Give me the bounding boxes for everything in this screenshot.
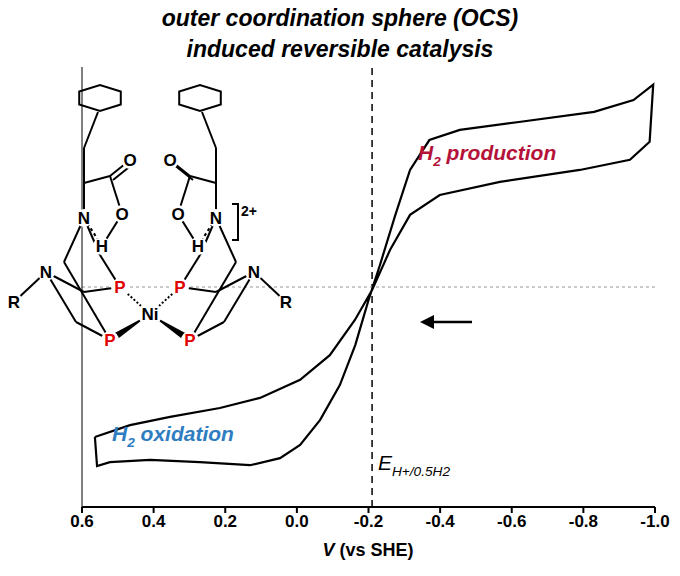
svg-text:0.6: 0.6 (70, 512, 94, 531)
svg-text:Ni: Ni (142, 305, 159, 324)
svg-text:P: P (184, 331, 195, 350)
svg-text:O: O (115, 205, 128, 224)
svg-text:O: O (163, 151, 176, 170)
svg-text:H2 oxidation: H2 oxidation (112, 422, 234, 450)
svg-text:-1.0: -1.0 (640, 512, 669, 531)
svg-text:-0.6: -0.6 (497, 512, 526, 531)
svg-text:R: R (280, 293, 292, 312)
svg-text:N: N (40, 263, 52, 282)
svg-text:N: N (78, 209, 90, 228)
svg-text:V (vs SHE): V (vs SHE) (322, 540, 413, 560)
svg-text:P: P (174, 278, 185, 297)
svg-text:P: P (104, 331, 115, 350)
svg-text:-0.2: -0.2 (354, 512, 383, 531)
svg-text:0.4: 0.4 (142, 512, 166, 531)
svg-text:H: H (192, 237, 204, 256)
svg-text:R: R (8, 293, 20, 312)
svg-text:-0.8: -0.8 (569, 512, 598, 531)
svg-text:2+: 2+ (241, 203, 257, 219)
svg-text:EH+/0.5H2: EH+/0.5H2 (378, 451, 450, 479)
svg-text:O: O (123, 151, 136, 170)
svg-text:O: O (171, 205, 184, 224)
svg-text:H2 production: H2 production (418, 141, 556, 169)
svg-text:outer coordination sphere (OCS: outer coordination sphere (OCS) (162, 5, 519, 31)
svg-text:0.0: 0.0 (285, 512, 309, 531)
svg-text:N: N (248, 263, 260, 282)
svg-text:H: H (96, 237, 108, 256)
svg-text:induced reversible catalysis: induced reversible catalysis (187, 36, 494, 62)
svg-text:-0.4: -0.4 (425, 512, 455, 531)
svg-text:N: N (210, 209, 222, 228)
svg-text:P: P (114, 278, 125, 297)
svg-text:0.2: 0.2 (213, 512, 237, 531)
